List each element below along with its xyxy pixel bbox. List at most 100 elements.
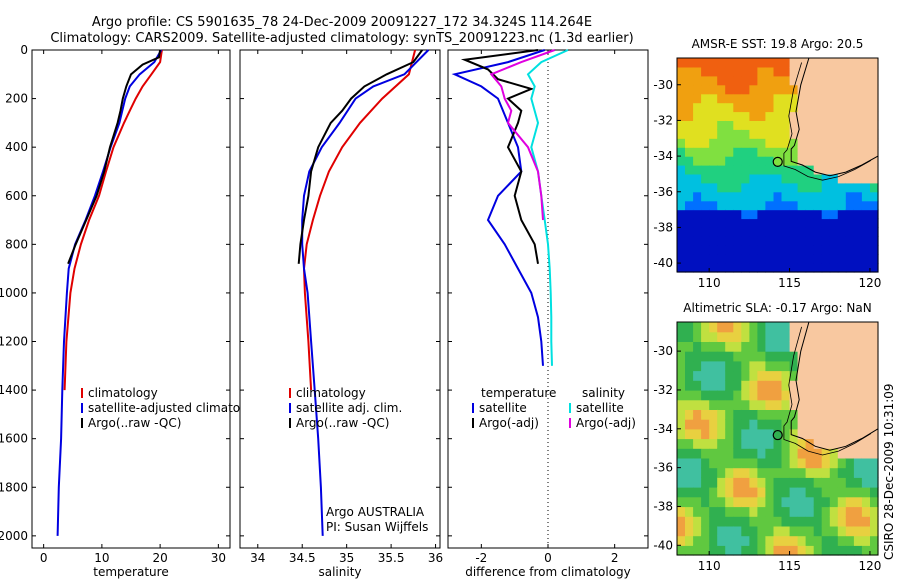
legend-label: Argo(-adj) [479,416,539,430]
map-cell [821,370,831,381]
map-cell [870,218,879,228]
map-cell [821,254,831,264]
map-cell [870,516,879,527]
map-cell [749,245,758,255]
map-cell [837,390,847,401]
map-cell [685,209,694,220]
map-cell [797,182,807,193]
map-cell [781,236,791,246]
map-cell [725,370,734,381]
map-cell [717,245,726,255]
map-cells [677,58,879,273]
x-tick-label: 34 [250,551,265,565]
map-cell [757,331,766,342]
map-cell [781,93,791,104]
map-cell [805,496,815,508]
map-cell [693,138,702,148]
map-cell [813,525,823,537]
map-cell [725,236,734,246]
map-cell [829,477,839,488]
map-cell [773,525,783,537]
map-cell [821,341,831,352]
map-cell [870,165,879,175]
map-cell [797,156,807,166]
map-cell [749,428,758,440]
map-cell [693,438,702,449]
x-tick-label: 20 [152,551,167,565]
map-cell [685,58,694,68]
map-cell [741,236,750,246]
map-cell [749,457,758,469]
map-cell [765,102,774,113]
map-cell [797,409,807,420]
map-cell [853,182,863,193]
map-cell [845,156,855,166]
map-cell [829,254,839,264]
map-cell [837,399,847,410]
map-cell [805,525,815,537]
map-cell [853,93,863,104]
map-cell [781,428,791,440]
legend-title: temperature [481,386,556,400]
map-cell [725,58,734,68]
map-cell [741,457,750,469]
map-cell [741,322,750,333]
map-cell [725,322,734,333]
map-cell [870,360,879,372]
map-cell [765,448,774,459]
map-cell [685,370,694,381]
map-cell [765,236,774,246]
map-cell [741,263,750,273]
map-cell [717,419,726,430]
map-cell [813,102,823,113]
map-cell [749,218,758,228]
map-cell [781,380,791,391]
map-cell [717,535,726,546]
map-frame [676,321,879,556]
map-cell [693,380,702,391]
map-cell [805,428,815,440]
map-cell [757,173,766,184]
map-cell [853,525,863,537]
map-cell [717,380,726,391]
map-cell [861,487,871,498]
map-cell [749,111,758,121]
map-cell [685,236,694,246]
map-cell [733,75,742,86]
map-cell [789,165,799,175]
map-cell [757,477,766,488]
map-cell [773,506,783,517]
map-cell [853,545,863,556]
map-cell [773,535,783,546]
y-tick-label: -40 [653,256,673,270]
map-cell [709,245,718,255]
map-cell [853,129,863,139]
map-cell [781,111,791,121]
map-cell [773,322,783,333]
map-cell [837,200,847,211]
map-cell [845,419,855,430]
map-cell [685,218,694,228]
series-line-difference-0 [451,49,546,366]
x-axis-label: salinity [318,565,361,579]
map-cell [765,438,774,449]
map-cell [685,535,694,546]
map-cell [870,254,879,264]
map-cell [717,457,726,469]
map-cell [861,254,871,264]
map-cell [677,496,686,508]
map-cell [813,263,823,273]
map-cell [741,448,750,459]
map-cell [733,322,742,333]
map-cell [861,120,871,130]
map-cell [821,360,831,372]
map-cell [709,173,718,184]
map-cell [733,370,742,381]
map-cell [837,409,847,420]
map-cell [717,236,726,246]
map-cell [741,173,750,184]
map-cell [805,331,815,342]
map-cell [805,448,815,459]
map-cell [701,156,710,166]
